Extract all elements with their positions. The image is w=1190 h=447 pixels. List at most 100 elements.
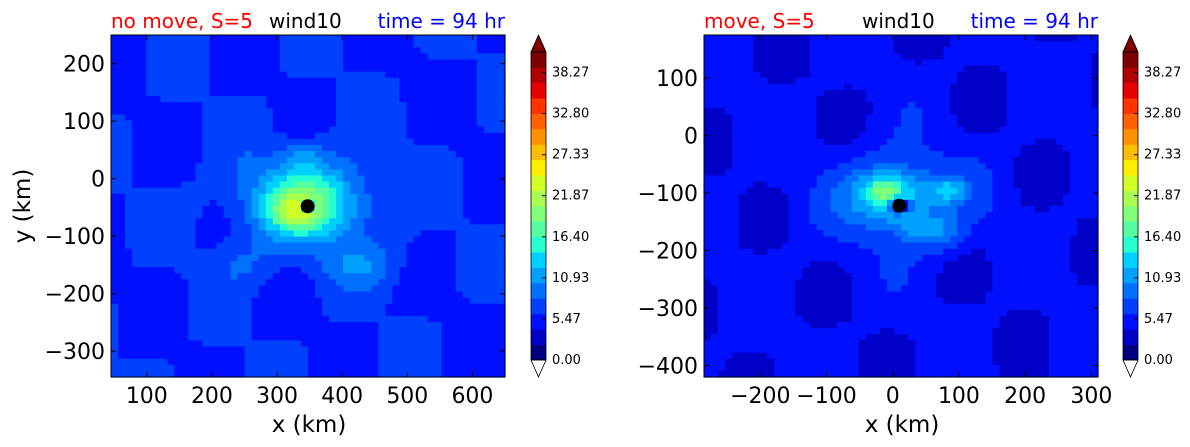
field-cell — [174, 206, 182, 213]
field-cell — [746, 71, 754, 79]
field-cell — [350, 144, 358, 152]
field-cell — [476, 144, 485, 152]
field-cell — [1069, 114, 1078, 122]
field-cell — [118, 230, 126, 238]
field-cell — [455, 273, 464, 280]
field-cell — [795, 206, 804, 213]
field-cell — [830, 181, 839, 189]
field-cell — [251, 291, 260, 299]
field-cell — [153, 328, 161, 335]
field-cell — [265, 47, 274, 54]
field-cell — [844, 224, 853, 232]
field-cell — [964, 71, 972, 79]
field-cell — [350, 138, 358, 146]
field-cell — [1083, 218, 1092, 225]
field-cell — [462, 254, 471, 262]
field-cell — [901, 169, 909, 177]
field-cell — [132, 181, 140, 189]
field-cell — [774, 224, 782, 232]
field-cell — [265, 144, 274, 152]
field-cell — [774, 114, 782, 122]
field-cell — [308, 126, 316, 134]
field-cell — [886, 126, 895, 134]
field-cell — [816, 71, 825, 79]
field-cell — [357, 144, 365, 152]
field-cell — [322, 132, 330, 140]
field-cell — [441, 236, 450, 244]
field-cell — [322, 303, 330, 311]
field-cell — [293, 291, 302, 299]
field-cell — [795, 71, 804, 79]
field-cell — [476, 358, 485, 366]
field-cell — [858, 83, 867, 91]
field-cell — [957, 41, 965, 48]
field-cell — [308, 89, 316, 97]
field-cell — [322, 206, 330, 213]
field-cell — [1062, 138, 1071, 146]
field-cell — [406, 352, 415, 360]
field-cell — [767, 96, 775, 103]
field-cell — [174, 132, 182, 140]
field-cell — [343, 328, 351, 335]
field-cell — [160, 309, 168, 317]
field-cell — [851, 35, 860, 42]
field-cell — [188, 132, 197, 140]
field-cell — [406, 370, 415, 378]
field-cell — [244, 260, 253, 268]
field-cell — [336, 291, 344, 299]
field-cell — [809, 47, 818, 54]
field-cell — [336, 96, 344, 103]
field-cell — [767, 144, 775, 152]
field-cell — [739, 199, 747, 207]
field-cell — [244, 65, 253, 73]
field-cell — [908, 206, 916, 213]
field-cell — [1076, 89, 1085, 97]
field-cell — [160, 224, 168, 232]
field-cell — [202, 358, 211, 366]
field-cell — [308, 322, 316, 329]
field-cell — [704, 138, 712, 146]
field-cell — [413, 102, 422, 109]
field-cell — [125, 126, 133, 134]
field-cell — [1020, 212, 1029, 219]
field-cell — [978, 181, 987, 189]
field-cell — [209, 212, 218, 219]
field-cell — [244, 254, 253, 262]
field-cell — [865, 35, 874, 42]
field-cell — [1013, 212, 1022, 219]
field-cell — [978, 96, 987, 103]
field-cell — [293, 193, 302, 201]
field-cell — [420, 364, 429, 372]
field-cell — [908, 65, 916, 73]
field-cell — [753, 193, 761, 201]
field-cell — [139, 157, 147, 164]
field-cell — [1076, 77, 1085, 85]
field-cell — [985, 89, 994, 97]
field-cell — [181, 218, 189, 225]
field-cell — [1020, 169, 1029, 177]
field-cell — [251, 230, 260, 238]
field-cell — [950, 47, 958, 54]
field-cell — [858, 144, 867, 152]
field-cell — [265, 96, 274, 103]
field-cell — [1090, 35, 1099, 42]
field-cell — [448, 309, 457, 317]
field-cell — [901, 59, 909, 67]
field-cell — [160, 77, 168, 85]
field-cell — [336, 126, 344, 134]
field-cell — [858, 181, 867, 189]
field-cell — [490, 181, 499, 189]
field-cell — [490, 267, 499, 274]
field-cell — [413, 193, 422, 201]
field-cell — [455, 126, 464, 134]
field-cell — [816, 114, 825, 122]
field-cell — [293, 157, 302, 164]
field-cell — [329, 83, 337, 91]
field-cell — [1083, 175, 1092, 183]
field-cell — [146, 181, 154, 189]
field-cell — [293, 35, 302, 42]
field-cell — [399, 151, 408, 158]
field-cell — [279, 126, 288, 134]
field-cell — [711, 47, 719, 54]
field-cell — [258, 175, 267, 183]
